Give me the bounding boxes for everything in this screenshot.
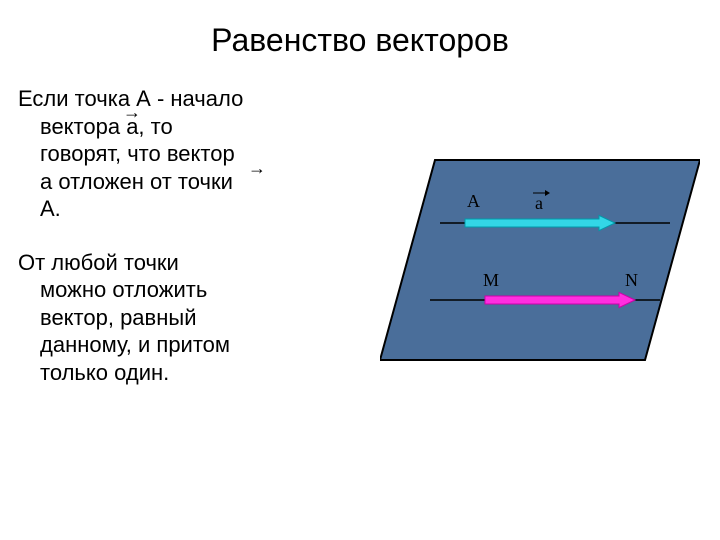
p1-line1: Если точка А - начало bbox=[18, 85, 358, 113]
diagram-svg: Aa M N bbox=[380, 150, 700, 370]
p1-line3: говорят, что вектор bbox=[18, 140, 358, 168]
p1-line5: А. bbox=[18, 195, 358, 223]
paragraph-1: Если точка А - начало вектора а, то гово… bbox=[18, 85, 358, 223]
label-a: a bbox=[535, 193, 543, 213]
vector-arrow-over-text: → bbox=[123, 102, 141, 123]
p1-line2: вектора а, то bbox=[18, 113, 358, 141]
plane-parallelogram bbox=[380, 160, 700, 360]
label-A: A bbox=[467, 191, 480, 211]
body-text: Если точка А - начало вектора а, то гово… bbox=[18, 85, 358, 386]
p2-line5: только один. bbox=[18, 359, 358, 387]
p2-line3: вектор, равный bbox=[18, 304, 358, 332]
vector-diagram: Aa M N bbox=[380, 150, 700, 370]
label-M: M bbox=[483, 270, 499, 290]
p2-line1: От любой точки bbox=[18, 249, 358, 277]
vector-arrow-over-text: → bbox=[248, 158, 266, 179]
label-N: N bbox=[625, 270, 638, 290]
p2-line2: можно отложить bbox=[18, 276, 358, 304]
p1-line4: а отложен от точки bbox=[18, 168, 358, 196]
paragraph-2: От любой точки можно отложить вектор, ра… bbox=[18, 249, 358, 387]
page-title: Равенство векторов bbox=[0, 0, 720, 59]
p2-line4: данному, и притом bbox=[18, 331, 358, 359]
